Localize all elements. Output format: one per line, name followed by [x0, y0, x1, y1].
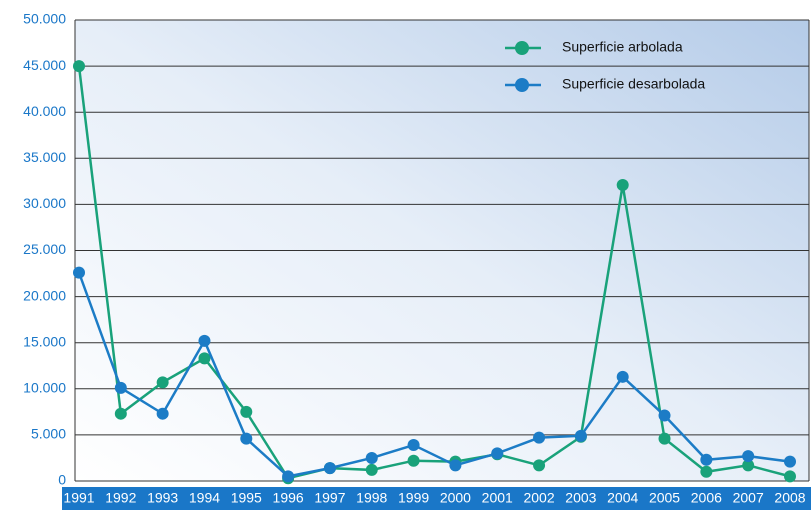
- x-tick-label: 1992: [105, 490, 136, 506]
- data-point: [365, 451, 378, 464]
- data-point: [533, 459, 546, 472]
- x-tick-label: 2008: [774, 490, 805, 506]
- x-tick-label: 2006: [691, 490, 722, 506]
- data-point: [658, 409, 671, 422]
- data-point: [784, 455, 796, 468]
- x-tick-label: 2000: [440, 490, 471, 506]
- data-point: [114, 407, 127, 420]
- series-line: [77, 65, 791, 480]
- y-tick-label: 5.000: [31, 426, 66, 442]
- data-point: [449, 459, 462, 472]
- y-tick-label: 35.000: [23, 149, 66, 165]
- y-tick-label: 10.000: [23, 380, 66, 396]
- y-tick-label: 15.000: [23, 333, 66, 349]
- legend-marker: [515, 41, 529, 55]
- data-point: [114, 381, 127, 394]
- data-point: [491, 447, 504, 460]
- data-point: [198, 334, 211, 347]
- data-point: [198, 352, 211, 365]
- x-tick-label: 2007: [733, 490, 764, 506]
- series-line: [77, 272, 791, 478]
- x-tick-label: 2005: [649, 490, 680, 506]
- data-point: [73, 266, 85, 279]
- y-tick-label: 40.000: [23, 103, 66, 119]
- x-tick-label: 1996: [273, 490, 304, 506]
- data-point: [407, 439, 420, 452]
- x-tick-label: 2003: [565, 490, 596, 506]
- data-point: [156, 376, 169, 389]
- legend-label: Superficie arbolada: [562, 39, 683, 55]
- data-point: [407, 454, 420, 467]
- data-point: [574, 429, 587, 442]
- data-point: [240, 432, 253, 445]
- y-tick-label: 50.000: [23, 11, 66, 27]
- data-point: [658, 432, 671, 445]
- x-tick-label: 1998: [356, 490, 387, 506]
- y-tick-label: 20.000: [23, 287, 66, 303]
- data-point: [784, 470, 796, 483]
- x-tick-label: 2004: [607, 490, 638, 506]
- data-point: [700, 465, 713, 478]
- legend-marker: [515, 78, 529, 92]
- data-point: [616, 179, 629, 192]
- data-point: [742, 459, 755, 472]
- data-point: [282, 470, 295, 483]
- x-tick-label: 1994: [189, 490, 220, 506]
- data-point: [323, 462, 336, 475]
- data-point: [240, 405, 253, 418]
- x-tick-label: 1999: [398, 490, 429, 506]
- x-tick-label: 2001: [482, 490, 513, 506]
- data-point: [156, 407, 169, 420]
- y-tick-label: 30.000: [23, 195, 66, 211]
- y-tick-label: 0: [58, 472, 66, 488]
- data-point: [616, 370, 629, 383]
- data-point: [73, 60, 85, 73]
- x-tick-label: 1993: [147, 490, 178, 506]
- legend-label: Superficie desarbolada: [562, 76, 705, 92]
- x-tick-label: 2002: [523, 490, 554, 506]
- x-tick-label: 1991: [63, 490, 94, 506]
- data-point: [700, 453, 713, 466]
- y-tick-label: 45.000: [23, 57, 66, 73]
- x-tick-label: 1995: [231, 490, 262, 506]
- y-tick-label: 25.000: [23, 241, 66, 257]
- data-point: [742, 450, 755, 463]
- x-tick-label: 1997: [314, 490, 345, 506]
- data-point: [365, 463, 378, 476]
- data-point: [533, 431, 546, 444]
- x-axis-band: [62, 487, 811, 510]
